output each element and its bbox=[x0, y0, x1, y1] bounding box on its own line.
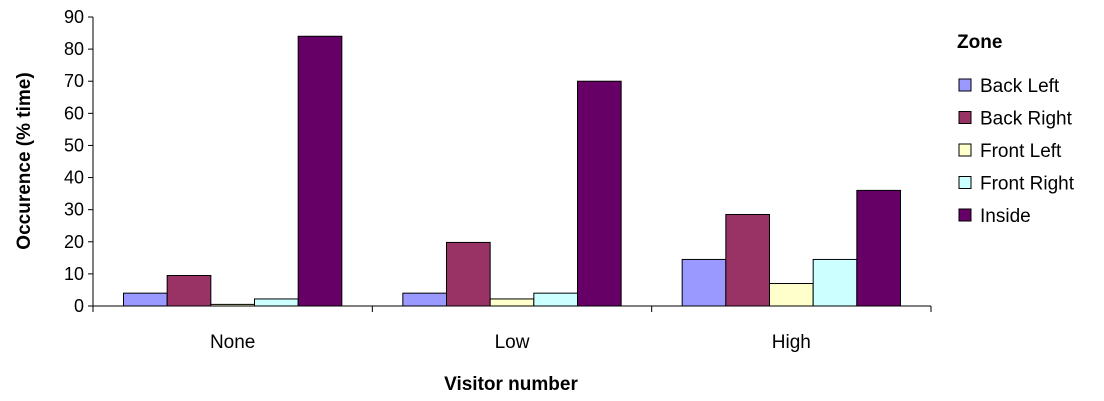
y-tick-label: 30 bbox=[64, 200, 84, 220]
legend-swatch bbox=[958, 111, 972, 124]
legend-label: Front Right bbox=[980, 174, 1075, 195]
x-category-label: High bbox=[772, 332, 811, 353]
bar bbox=[402, 292, 447, 307]
bar bbox=[812, 258, 858, 307]
x-category-label: None bbox=[210, 332, 255, 353]
bar bbox=[297, 35, 343, 307]
plot-area bbox=[123, 35, 902, 307]
legend-label: Inside bbox=[980, 206, 1031, 227]
x-axis: None Low High bbox=[92, 305, 932, 353]
bar bbox=[254, 298, 299, 307]
bar bbox=[856, 189, 902, 307]
bar bbox=[681, 258, 727, 307]
y-tick-label: 20 bbox=[64, 232, 84, 252]
y-axis-title: Occurence (% time) bbox=[14, 72, 35, 249]
bar bbox=[769, 283, 814, 307]
bar bbox=[446, 241, 491, 307]
bar bbox=[725, 213, 771, 307]
legend-label: Front Left bbox=[980, 141, 1062, 162]
legend-swatch bbox=[958, 143, 972, 157]
legend-title: Zone bbox=[957, 32, 1002, 53]
bar bbox=[123, 292, 168, 307]
legend: Zone Back Left Back Right Front Left Front … bbox=[957, 32, 1075, 227]
legend-swatch bbox=[958, 176, 972, 189]
y-axis: 0 10 20 30 40 50 60 70 80 90 bbox=[64, 7, 94, 316]
y-tick-label: 90 bbox=[64, 7, 84, 27]
y-tick-label: 0 bbox=[74, 296, 84, 316]
bar bbox=[166, 274, 212, 307]
y-tick-label: 60 bbox=[64, 103, 84, 123]
y-tick-label: 10 bbox=[64, 264, 84, 284]
bar bbox=[533, 292, 579, 307]
legend-swatch bbox=[958, 208, 972, 222]
legend-label: Back Right bbox=[980, 109, 1073, 130]
x-category-label: Low bbox=[495, 332, 530, 353]
x-axis-title: Visitor number bbox=[444, 374, 578, 395]
legend-swatch bbox=[958, 78, 972, 92]
legend-label: Back Left bbox=[980, 76, 1060, 97]
y-tick-label: 80 bbox=[64, 39, 84, 59]
y-tick-label: 70 bbox=[64, 71, 84, 91]
bar bbox=[577, 80, 622, 307]
y-tick-label: 50 bbox=[64, 135, 84, 155]
y-tick-label: 40 bbox=[64, 168, 84, 188]
bar bbox=[489, 298, 535, 307]
